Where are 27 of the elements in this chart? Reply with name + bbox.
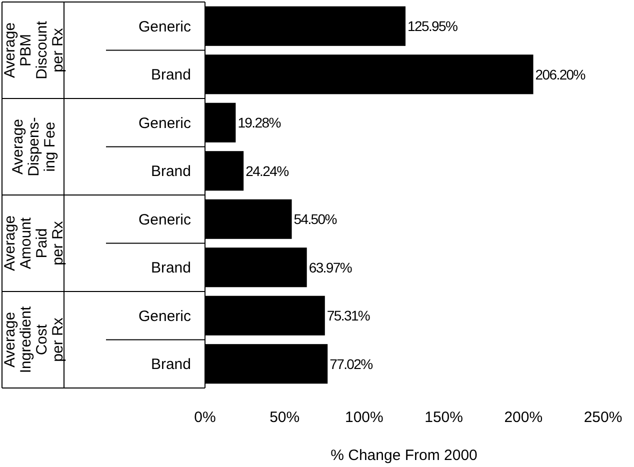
- y-tick-label: Generic: [138, 114, 192, 132]
- data-label: 75.31%: [326, 308, 370, 324]
- y-tick-label: Brand: [150, 163, 191, 180]
- x-tick-label: 200%: [504, 409, 543, 426]
- text: Average Amount Paid per Rx: [1, 215, 66, 272]
- data-label: 24.24%: [246, 162, 289, 179]
- x-tick-label: 0%: [194, 409, 216, 426]
- x-tick-label: 100%: [345, 409, 384, 426]
- text: Average Dispens- ing Fee: [9, 117, 58, 176]
- text: Average PBM Discount per Rx: [1, 20, 66, 80]
- y-tick-label: Brand: [150, 260, 191, 277]
- data-label: 206.20%: [535, 66, 586, 82]
- text: Average Ingredient Cost per Rx: [1, 306, 66, 374]
- x-tick-label: 250%: [584, 409, 622, 426]
- data-label: 19.28%: [238, 114, 281, 131]
- data-label: 125.95%: [408, 18, 458, 34]
- y-tick-label: Brand: [150, 66, 191, 84]
- x-axis-title: % Change From 2000: [330, 447, 478, 464]
- y-tick-label: Generic: [138, 308, 192, 325]
- data-label: 63.97%: [308, 259, 352, 276]
- y-tick-label: Generic: [138, 18, 192, 36]
- y-tick-label: Generic: [138, 211, 192, 228]
- x-tick-label: 50%: [270, 409, 300, 426]
- x-tick-label: 150%: [424, 409, 463, 426]
- data-label: 54.50%: [294, 211, 337, 228]
- data-label: 77.02%: [330, 356, 373, 372]
- y-tick-label: Brand: [150, 356, 191, 374]
